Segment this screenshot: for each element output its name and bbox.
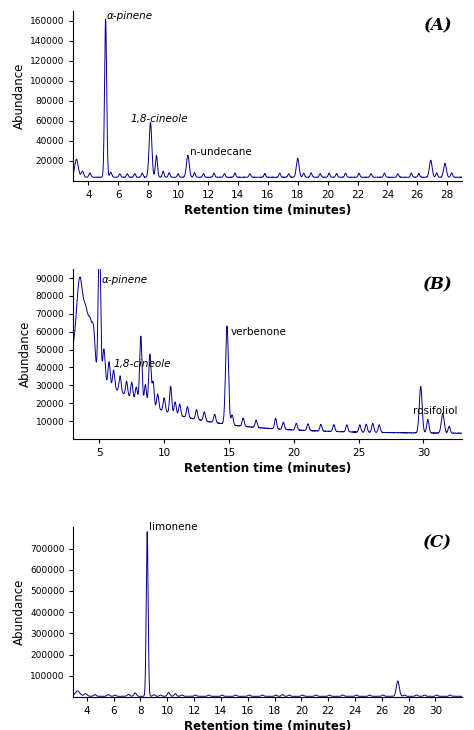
Text: n-undecane: n-undecane <box>190 147 252 157</box>
Text: α-pinene: α-pinene <box>101 275 147 285</box>
Text: verbenone: verbenone <box>230 327 286 337</box>
Text: (A): (A) <box>424 18 452 35</box>
Text: (C): (C) <box>423 534 452 551</box>
Y-axis label: Abundance: Abundance <box>18 321 32 387</box>
X-axis label: Retention time (minutes): Retention time (minutes) <box>184 204 351 217</box>
Text: α-pinene: α-pinene <box>107 11 153 21</box>
X-axis label: Retention time (minutes): Retention time (minutes) <box>184 462 351 475</box>
Text: rosifoliol: rosifoliol <box>413 406 457 415</box>
Text: limonene: limonene <box>149 521 198 531</box>
Text: (B): (B) <box>423 276 452 293</box>
Y-axis label: Abundance: Abundance <box>13 63 26 129</box>
Y-axis label: Abundance: Abundance <box>13 579 26 645</box>
Text: 1,8-cineole: 1,8-cineole <box>130 114 188 124</box>
Text: 1,8-cineole: 1,8-cineole <box>114 359 171 369</box>
X-axis label: Retention time (minutes): Retention time (minutes) <box>184 721 351 730</box>
